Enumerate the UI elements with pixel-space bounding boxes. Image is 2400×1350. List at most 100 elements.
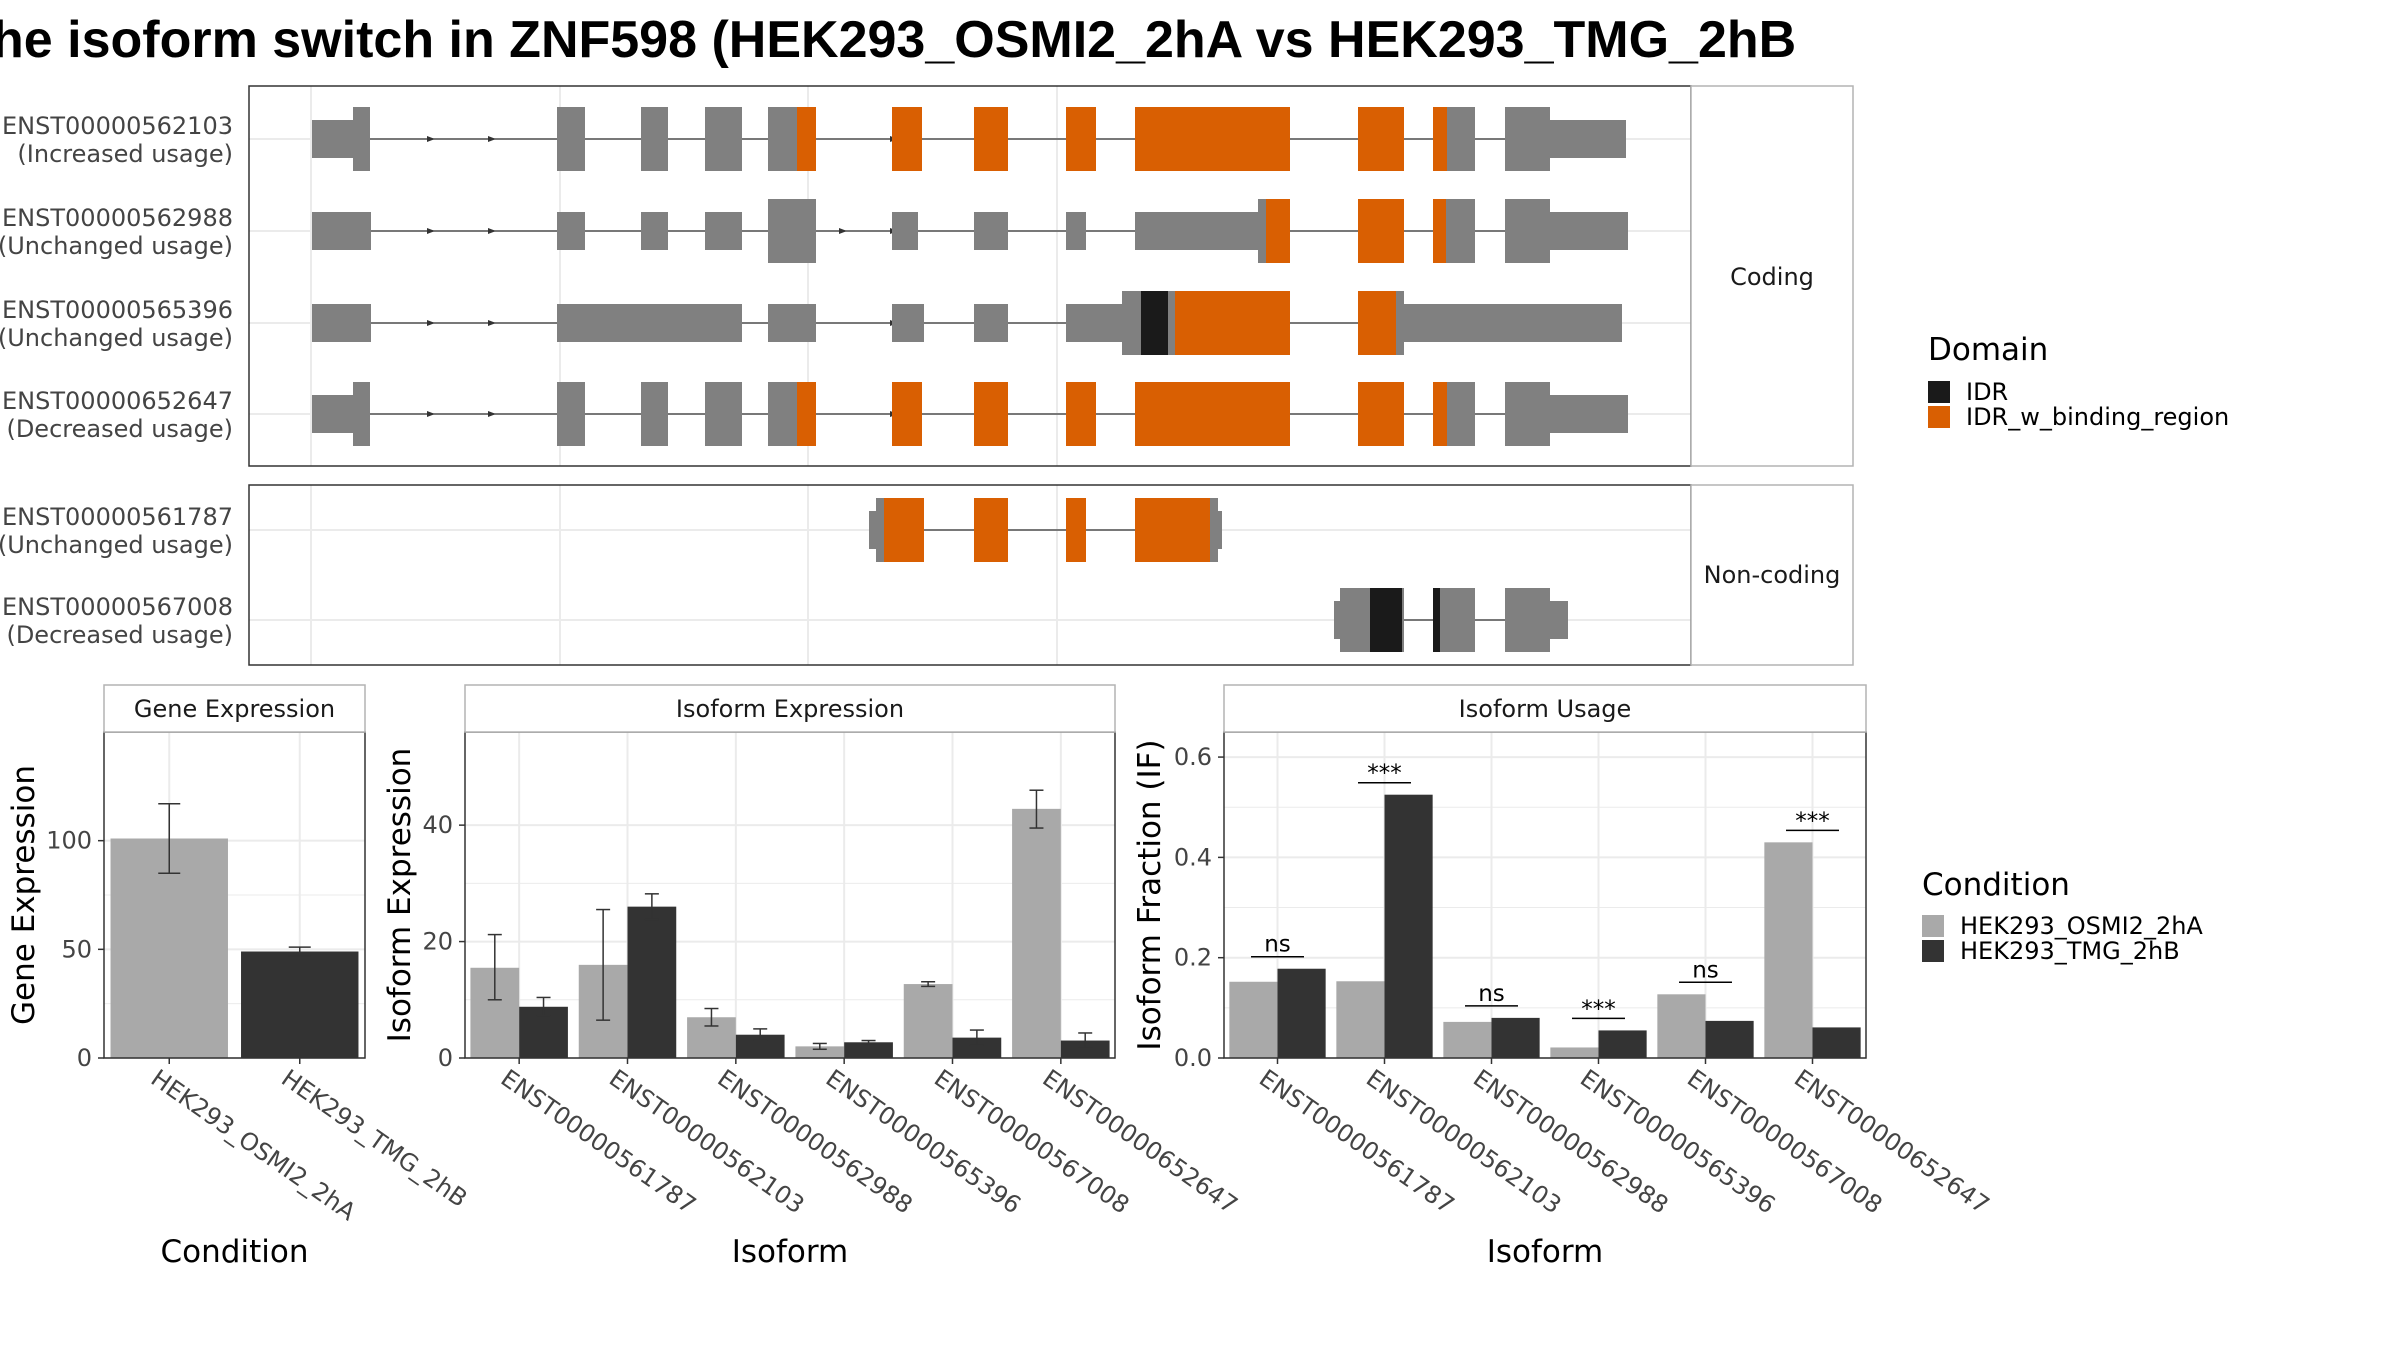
exon-idr-binding (1135, 498, 1210, 562)
exon (1066, 304, 1122, 342)
y-tick-label: 50 (61, 935, 92, 963)
x-tick-label: ENST00000561787 (1254, 1064, 1459, 1219)
y-tick-label: 20 (422, 928, 453, 956)
legend-label-cond2: HEK293_TMG_2hB (1960, 937, 2180, 965)
exon (768, 107, 797, 171)
x-tick-label: ENST00000562988 (712, 1064, 917, 1219)
exon (1168, 291, 1175, 355)
exon (892, 212, 918, 250)
x-axis-title: Isoform (1487, 1234, 1604, 1270)
exon (353, 107, 370, 171)
exon (1210, 498, 1218, 562)
isoform-expression-chart: Isoform Expression02040ENST00000561787EN… (382, 684, 1243, 1270)
exon (1066, 212, 1086, 250)
y-tick-label: 0 (77, 1044, 92, 1072)
exon (768, 382, 797, 446)
y-tick-label: 0.2 (1174, 944, 1212, 972)
bar (627, 906, 677, 1058)
y-axis-title: Isoform Expression (382, 748, 418, 1043)
exon (641, 212, 668, 250)
y-tick-label: 40 (422, 811, 453, 839)
exon-idr-binding (1358, 291, 1396, 355)
exon (1447, 107, 1475, 171)
legend-label-cond1: HEK293_OSMI2_2hA (1960, 912, 2203, 940)
noncoding-strip (1690, 484, 1854, 666)
exon (1258, 199, 1266, 263)
facet-strip-label: Isoform Expression (676, 695, 904, 723)
x-tick-label: HEK293_OSMI2_2hA (146, 1064, 361, 1227)
exon (1550, 601, 1568, 639)
transcript-id-label: ENST00000565396 (2, 296, 233, 324)
bar (241, 951, 359, 1058)
transcript-id-label: ENST00000652647 (2, 387, 233, 415)
legend-swatch-idr (1928, 381, 1950, 403)
transcript-usage-label: (Decreased usage) (6, 415, 233, 443)
exon (1404, 304, 1622, 342)
plot-background (465, 732, 1115, 1058)
facet-strip-label: Gene Expression (134, 695, 335, 723)
bar (1229, 981, 1278, 1058)
exon (312, 120, 353, 158)
noncoding-transcripts (869, 498, 1568, 652)
significance-label: ns (1478, 981, 1505, 1007)
bar (1764, 842, 1813, 1058)
exon (1122, 291, 1141, 355)
exon (1440, 588, 1475, 652)
plot-background (1224, 732, 1866, 1058)
noncoding-strip-label: Non-coding (1704, 561, 1841, 589)
domain-legend-title: Domain (1928, 332, 2048, 368)
exon (1396, 291, 1404, 355)
exon-idr-binding (1066, 107, 1096, 171)
exon-idr-binding (892, 107, 922, 171)
legend-label-idr: IDR (1966, 378, 2008, 406)
transcript-usage-label: (Unchanged usage) (0, 531, 233, 559)
significance-label: ns (1264, 932, 1291, 958)
exon (705, 382, 742, 446)
coding-transcripts (312, 107, 1628, 446)
exon (641, 107, 668, 171)
exon-idr-binding (1433, 107, 1447, 171)
x-tick-label: ENST00000565396 (1575, 1064, 1780, 1219)
strand-arrow (839, 228, 847, 234)
facet-strip (103, 684, 366, 733)
exon-idr-binding (1066, 498, 1086, 562)
exon (1135, 212, 1258, 250)
significance-label: ns (1692, 957, 1719, 983)
exon-idr (1141, 291, 1168, 355)
y-tick-label: 100 (46, 827, 92, 855)
exon-idr-binding (1175, 291, 1290, 355)
y-tick-label: 0.6 (1174, 743, 1212, 771)
strand-arrow (427, 411, 435, 417)
exon (1340, 588, 1370, 652)
x-axis-title: Isoform (732, 1234, 849, 1270)
exon (1218, 511, 1222, 549)
exon-idr-binding (1266, 199, 1290, 263)
exon (974, 212, 1008, 250)
bar (1012, 808, 1061, 1058)
exon-idr-binding (1433, 382, 1447, 446)
x-tick-label: ENST00000562103 (1361, 1064, 1566, 1219)
transcript-id-label: ENST00000562988 (2, 204, 233, 232)
y-axis-title: Isoform Fraction (IF) (1132, 739, 1168, 1050)
x-tick-label: ENST00000561787 (496, 1064, 701, 1219)
exon (1446, 199, 1475, 263)
exon-idr-binding (1135, 382, 1290, 446)
facet-strip (1223, 684, 1867, 733)
bar (1336, 981, 1385, 1058)
x-axis-title: Condition (161, 1234, 309, 1270)
domain-legend: Domain IDR IDR_w_binding_region (1928, 332, 2229, 431)
coding-strip-label: Coding (1730, 263, 1814, 291)
transcript-id-label: ENST00000561787 (2, 503, 233, 531)
exon-idr-binding (974, 382, 1008, 446)
exon (705, 212, 742, 250)
x-tick-label: ENST00000562988 (1468, 1064, 1673, 1219)
transcript-labels: ENST00000562103(Increased usage) ENST0000… (0, 112, 233, 649)
exon (768, 304, 816, 342)
significance-label: *** (1367, 761, 1402, 787)
strand-arrow (488, 228, 496, 234)
strand-arrow (488, 411, 496, 417)
transcript-model (312, 382, 1628, 446)
exon-idr-binding (1358, 107, 1404, 171)
x-tick-label: ENST00000652647 (1789, 1064, 1994, 1219)
